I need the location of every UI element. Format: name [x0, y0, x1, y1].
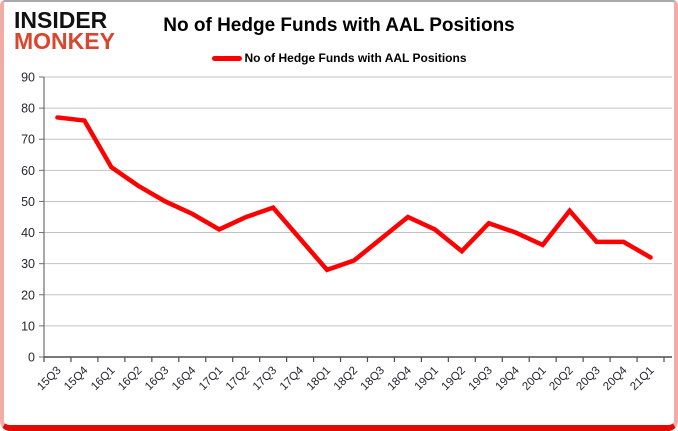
x-axis-label: 18Q4 — [386, 364, 415, 393]
x-axis-label: 16Q1 — [89, 365, 117, 393]
x-axis-label: 18Q2 — [332, 365, 360, 393]
x-axis-label: 17Q1 — [197, 365, 225, 393]
insider-monkey-logo: INSIDER MONKEY — [14, 7, 115, 55]
y-axis-label: 30 — [21, 257, 35, 271]
logo-line-monkey: MONKEY — [14, 28, 115, 55]
x-axis-label: 17Q2 — [224, 365, 252, 393]
y-axis-label: 10 — [21, 319, 35, 333]
x-axis-label: 20Q2 — [547, 365, 575, 393]
y-axis-label: 50 — [21, 195, 35, 209]
x-axis-label: 20Q3 — [574, 365, 602, 393]
x-axis-label: 15Q3 — [35, 365, 63, 393]
x-axis-label: 16Q4 — [170, 364, 199, 393]
x-axis-label: 19Q2 — [440, 365, 468, 393]
x-axis-label: 18Q1 — [305, 365, 333, 393]
x-axis-label: 19Q4 — [493, 364, 522, 393]
page-title: No of Hedge Funds with AAL Positions — [163, 15, 515, 36]
y-axis-label: 80 — [21, 102, 35, 116]
y-axis-label: 20 — [21, 288, 35, 302]
line-chart: 010203040506070809015Q315Q416Q116Q216Q31… — [21, 71, 672, 393]
y-axis-label: 90 — [21, 71, 35, 85]
y-axis-label: 40 — [21, 226, 35, 240]
logo-line-insider: INSIDER — [14, 7, 108, 33]
x-axis-label: 19Q3 — [467, 365, 495, 393]
x-axis-label: 19Q1 — [413, 365, 441, 393]
legend-line-swatch — [211, 55, 242, 61]
x-axis-label: 21Q1 — [628, 365, 656, 393]
x-axis-label: 20Q4 — [601, 364, 630, 393]
x-axis-label: 17Q3 — [251, 365, 279, 393]
series-line — [55, 115, 653, 273]
x-axis-label: 15Q4 — [62, 364, 91, 393]
y-axis-label: 70 — [21, 133, 35, 147]
chart-legend: No of Hedge Funds with AAL Positions — [4, 51, 674, 65]
plot-area-container: 0 10 20 30 40 50 60 70 80 90 15Q3 15Q4 16Q1 16Q2 16Q3 1… — [4, 67, 674, 424]
x-axis-label: 17Q4 — [278, 364, 307, 393]
legend-label: No of Hedge Funds with AAL Positions — [244, 51, 467, 65]
x-axis-label: 16Q2 — [116, 365, 144, 393]
x-axis-label: 18Q3 — [359, 365, 387, 393]
x-axis-label: 20Q1 — [520, 365, 548, 393]
x-axis-label: 16Q3 — [143, 365, 171, 393]
y-axis-label: 60 — [21, 164, 35, 178]
y-axis-label: 0 — [28, 351, 35, 365]
